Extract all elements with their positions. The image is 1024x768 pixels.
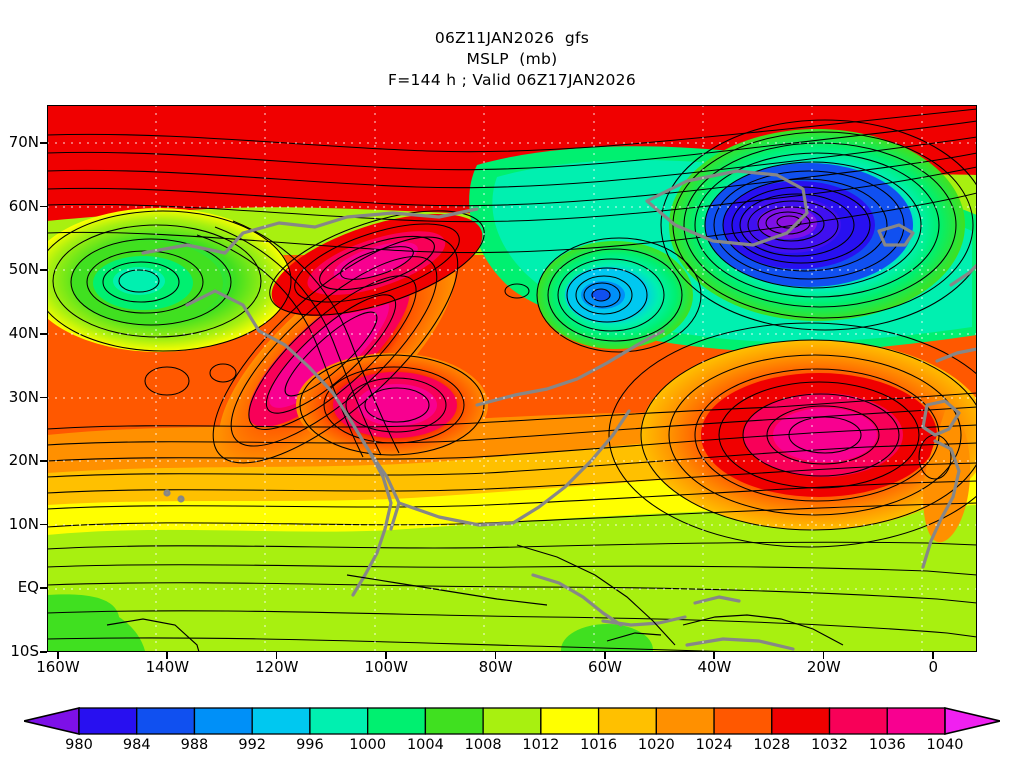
colorbar-cell[interactable] — [78, 707, 138, 735]
title-line-variable: MSLP (mb) — [466, 50, 558, 68]
mslp-plot-svg — [47, 105, 977, 652]
colorbar-tick-label-1012: 1012 — [522, 737, 560, 753]
x-axis-tick-label-60w: 60W — [588, 658, 622, 676]
tropical-coast-outline — [106, 544, 844, 652]
x-axis-tick-mark — [932, 652, 934, 659]
colorbar-cell[interactable] — [540, 707, 600, 735]
colorbar-labels: 980 984 988 992 996 1000 1004 1008 1012 1016 1020 1… — [0, 737, 1024, 759]
colorbar-over-arrow — [944, 706, 1000, 736]
y-axis-tick-mark — [40, 396, 47, 399]
x-axis-tick-mark — [604, 652, 606, 659]
title-line-forecast: F=144 h ; Valid 06Z17JAN2026 — [388, 71, 636, 89]
colorbar-under-arrow — [24, 706, 80, 736]
colorbar-cell[interactable] — [424, 707, 484, 735]
x-axis-tick-mark — [385, 652, 387, 659]
colorbar-cell[interactable] — [251, 707, 311, 735]
colorbar-svg — [24, 706, 1000, 736]
colorbar-tick-label-984: 984 — [122, 737, 151, 753]
x-axis-tick-label-40w: 40W — [697, 658, 732, 676]
chart-title-block: 06Z11JAN2026 gfs MSLP (mb) F=144 h ; Val… — [0, 28, 1024, 91]
colorbar-tick-label-1000: 1000 — [349, 737, 387, 753]
x-axis-tick-mark — [713, 652, 715, 659]
y-axis-tick-label-eq: EQ — [17, 578, 39, 597]
colorbar-cell[interactable] — [136, 707, 196, 735]
x-axis-tick-mark — [822, 652, 825, 659]
title-line-model: 06Z11JAN2026 gfs — [434, 29, 590, 47]
x-axis-tick-label-120w: 120W — [255, 658, 299, 676]
y-axis-tick-mark — [40, 332, 47, 335]
x-axis-tick-label-140w: 140W — [145, 658, 190, 676]
colorbar-cell[interactable] — [771, 707, 831, 735]
x-axis-tick-label-20w: 20W — [806, 658, 841, 676]
y-axis-tick-mark — [40, 523, 47, 526]
y-axis-tick-mark — [40, 205, 47, 208]
colorbar-cell[interactable] — [482, 707, 542, 735]
x-axis-tick-mark — [56, 652, 59, 659]
map-gridlines — [47, 105, 977, 652]
colorbar-cell[interactable] — [886, 707, 946, 735]
y-axis-tick-mark — [40, 460, 47, 462]
x-axis-tick-label-160w: 160W — [36, 658, 80, 676]
colorbar[interactable] — [24, 706, 1000, 736]
colorbar-tick-label-992: 992 — [238, 737, 267, 753]
colorbar-tick-label-1020: 1020 — [637, 737, 675, 753]
colorbar-cell[interactable] — [309, 707, 369, 735]
pressure-contour-lines — [47, 108, 977, 652]
x-axis-tick-mark — [275, 652, 278, 659]
y-axis-tick-label-10s: 10S — [10, 642, 39, 660]
colorbar-tick-label-1028: 1028 — [753, 737, 791, 753]
x-axis-tick-label-100w: 100W — [364, 658, 408, 676]
colorbar-cell[interactable] — [193, 707, 253, 735]
y-axis-tick-mark — [40, 269, 47, 271]
colorbar-tick-label-980: 980 — [65, 737, 93, 753]
x-axis-tick-mark — [494, 652, 497, 659]
colorbar-tick-label-1008: 1008 — [464, 737, 502, 753]
colorbar-cell[interactable] — [367, 707, 427, 735]
colorbar-cell[interactable] — [655, 707, 715, 735]
colorbar-tick-label-996: 996 — [296, 737, 324, 753]
x-axis-tick-mark — [166, 652, 168, 659]
y-axis-tick-label-70n: 70N — [8, 133, 39, 152]
y-axis-tick-label-30n: 30N — [8, 387, 39, 406]
y-axis-tick-mark — [40, 651, 47, 653]
colorbar-cell[interactable] — [597, 707, 657, 735]
y-axis-tick-label-10n: 10N — [8, 514, 39, 533]
colorbar-tick-label-1036: 1036 — [868, 737, 906, 753]
y-axis-tick-label-40n: 40N — [8, 323, 39, 342]
y-axis-tick-mark — [40, 587, 47, 589]
colorbar-tick-label-1024: 1024 — [695, 737, 733, 753]
colorbar-tick-label-1016: 1016 — [580, 737, 618, 753]
coastline-layer — [141, 169, 977, 651]
colorbar-cell[interactable] — [713, 707, 773, 735]
x-axis-tick-label-0: 0 — [928, 658, 938, 676]
colorbar-tick-label-1032: 1032 — [811, 737, 848, 753]
y-axis-tick-mark — [40, 142, 47, 144]
y-axis-tick-label-60n: 60N — [8, 196, 39, 215]
y-axis-tick-label-20n: 20N — [8, 451, 39, 470]
x-axis-tick-label-80w: 80W — [478, 658, 513, 676]
colorbar-tick-label-1004: 1004 — [406, 737, 444, 753]
mslp-contour-plot[interactable] — [47, 105, 977, 652]
map-field-layer — [47, 105, 977, 652]
y-axis-tick-label-50n: 50N — [8, 260, 39, 279]
colorbar-tick-label-1040: 1040 — [926, 737, 964, 753]
colorbar-cell[interactable] — [828, 707, 888, 735]
colorbar-tick-label-988: 988 — [180, 737, 209, 753]
